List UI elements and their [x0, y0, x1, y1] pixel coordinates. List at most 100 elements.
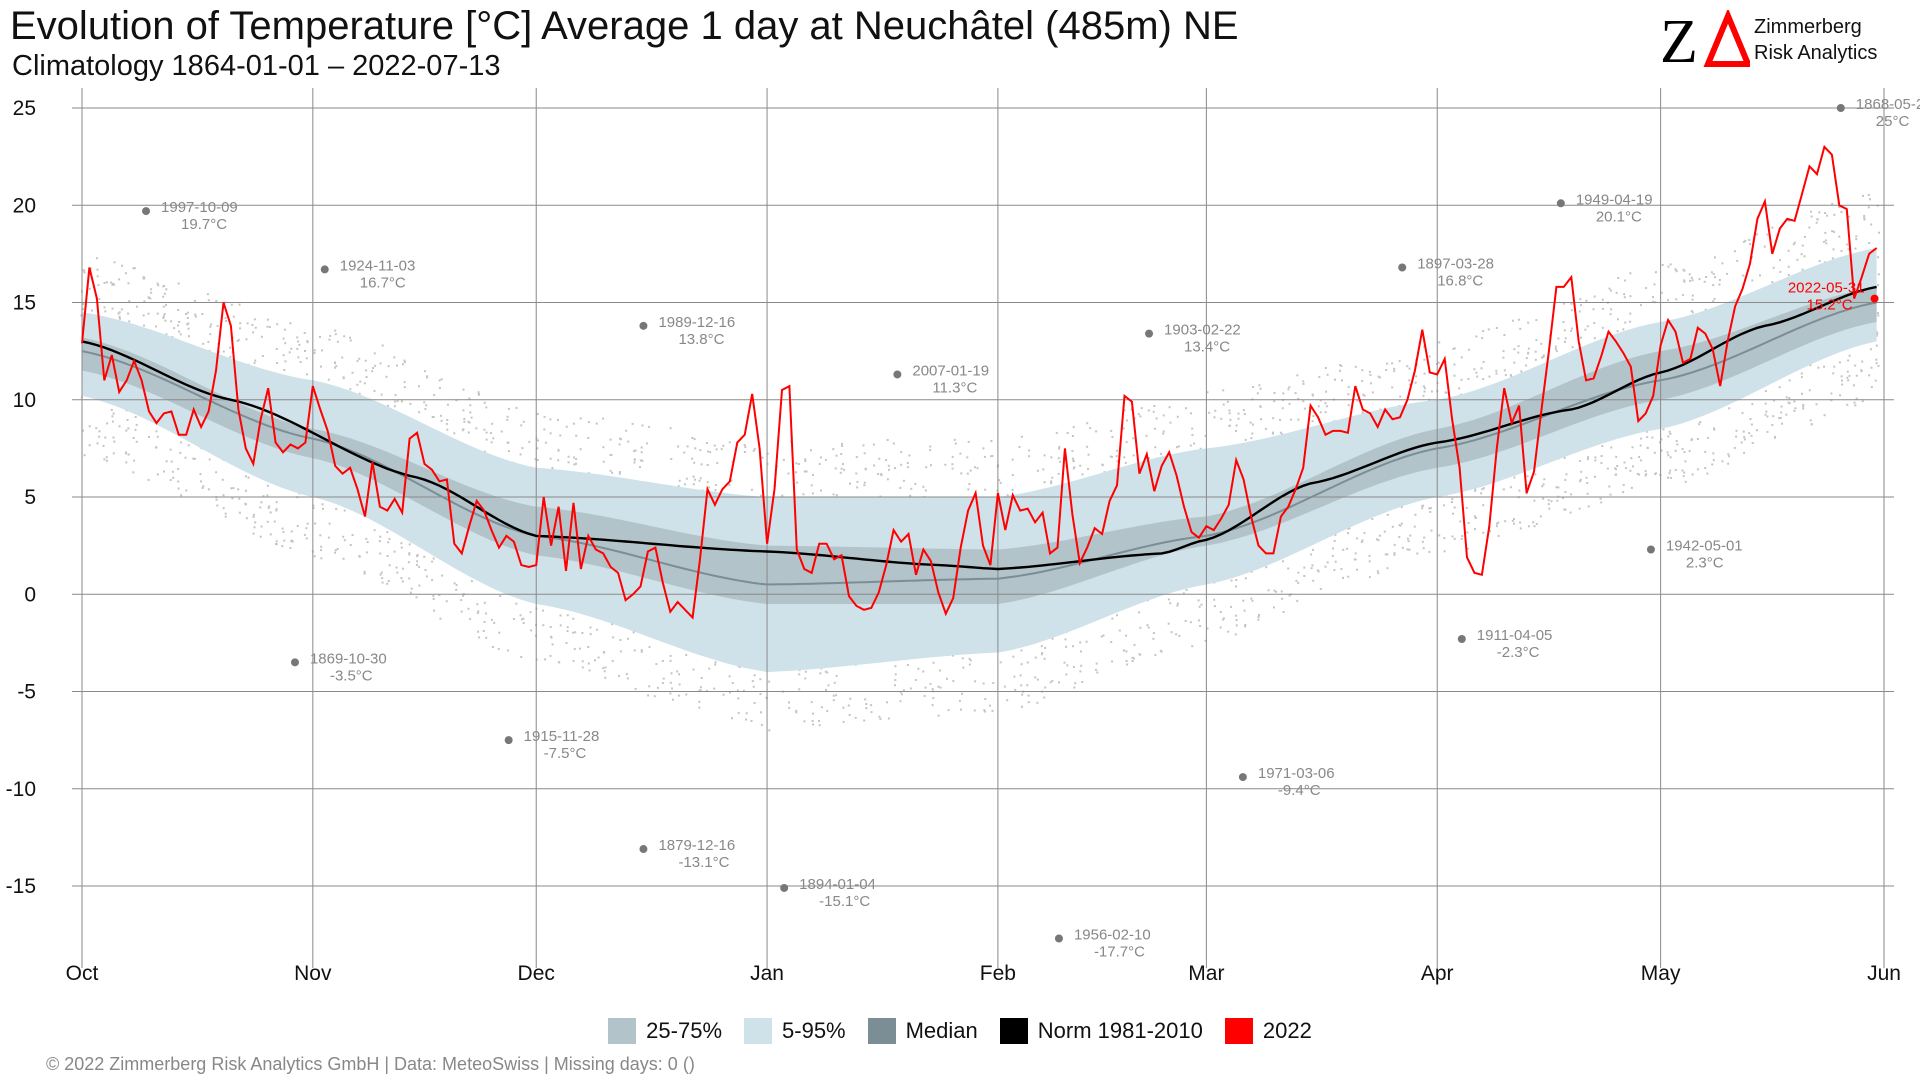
scatter-point: [1006, 494, 1009, 497]
scatter-point: [1339, 364, 1342, 367]
scatter-point: [1012, 655, 1015, 658]
scatter-point: [967, 488, 970, 491]
scatter-point: [1430, 529, 1433, 532]
scatter-point: [1755, 233, 1758, 236]
scatter-point: [678, 673, 681, 676]
scatter-point: [105, 281, 108, 284]
scatter-point: [163, 313, 166, 316]
scatter-point: [96, 268, 99, 271]
scatter-point: [135, 440, 138, 443]
scatter-point: [550, 635, 553, 638]
scatter-point: [1855, 235, 1858, 238]
scatter-point: [102, 445, 105, 447]
scatter-point: [1177, 445, 1180, 448]
scatter-point: [685, 477, 688, 480]
scatter-point: [1234, 633, 1237, 636]
scatter-point: [1862, 194, 1864, 197]
scatter-point: [1562, 321, 1565, 323]
record-date-label: 1942-05-01: [1666, 538, 1743, 555]
scatter-point: [120, 308, 123, 311]
scatter-point: [1610, 289, 1612, 292]
scatter-point: [110, 408, 113, 411]
scatter-point: [1393, 543, 1396, 546]
scatter-point: [1691, 298, 1694, 301]
scatter-point: [1495, 372, 1498, 375]
scatter-point: [342, 535, 345, 538]
scatter-point: [1391, 362, 1394, 365]
scatter-point: [1875, 362, 1878, 365]
scatter-point: [1072, 457, 1074, 460]
scatter-point: [587, 437, 590, 439]
scatter-point: [1787, 249, 1790, 252]
scatter-point: [1788, 402, 1791, 405]
scatter-point: [1110, 641, 1113, 643]
scatter-point: [1532, 521, 1535, 524]
scatter-point: [892, 442, 895, 445]
scatter-point: [863, 481, 866, 484]
scatter-point: [446, 403, 449, 406]
scatter-point: [388, 564, 391, 567]
scatter-point: [1476, 375, 1479, 378]
scatter-point: [640, 451, 643, 454]
scatter-point: [804, 670, 807, 673]
scatter-point: [1466, 547, 1469, 550]
legend-label: 5-95%: [782, 1018, 846, 1043]
scatter-point: [1534, 473, 1537, 476]
scatter-point: [1706, 472, 1709, 475]
scatter-point: [653, 695, 656, 698]
scatter-point: [886, 478, 889, 481]
scatter-point: [954, 442, 957, 445]
scatter-point: [752, 449, 755, 452]
scatter-point: [1229, 418, 1232, 421]
scatter-point: [193, 457, 196, 460]
scatter-point: [1787, 265, 1790, 268]
scatter-point: [1147, 409, 1150, 412]
scatter-point: [1778, 386, 1781, 389]
scatter-point: [1504, 520, 1507, 523]
scatter-point: [127, 427, 130, 430]
scatter-point: [334, 549, 337, 552]
scatter-point: [1222, 618, 1225, 621]
scatter-point: [1870, 366, 1873, 369]
scatter-point: [305, 537, 308, 540]
scatter-point: [843, 468, 846, 471]
scatter-point: [1660, 449, 1663, 452]
scatter-point: [284, 342, 287, 345]
scatter-point: [842, 463, 844, 466]
scatter-point: [572, 617, 575, 620]
scatter-point: [1391, 386, 1394, 389]
chart-title: Evolution of Temperature [°C] Average 1 …: [10, 4, 1239, 48]
scatter-point: [1339, 369, 1341, 372]
scatter-point: [1704, 450, 1707, 453]
scatter-point: [1504, 374, 1507, 377]
scatter-point: [1123, 456, 1126, 459]
scatter-point: [460, 610, 463, 613]
scatter-point: [1847, 359, 1850, 362]
scatter-point: [1451, 498, 1454, 500]
scatter-point: [1467, 378, 1470, 380]
scatter-point: [1802, 404, 1805, 406]
scatter-point: [1785, 413, 1788, 416]
scatter-point: [648, 685, 651, 688]
record-date-label: 1879-12-16: [658, 837, 735, 854]
scatter-point: [253, 526, 256, 529]
scatter-point: [824, 670, 827, 673]
scatter-point: [1870, 223, 1873, 226]
scatter-point: [483, 450, 486, 453]
scatter-point: [1810, 215, 1813, 218]
scatter-point: [1257, 616, 1260, 618]
scatter-point: [1609, 313, 1612, 316]
scatter-point: [1273, 589, 1276, 592]
scatter-point: [1658, 441, 1661, 444]
scatter-point: [856, 486, 859, 489]
scatter-point: [760, 724, 763, 727]
scatter-point: [1526, 484, 1529, 487]
scatter-point: [1465, 507, 1468, 509]
scatter-point: [1050, 456, 1053, 459]
scatter-point: [373, 529, 376, 532]
scatter-point: [1139, 626, 1142, 629]
scatter-point: [565, 642, 568, 644]
scatter-point: [865, 707, 868, 710]
scatter-point: [254, 521, 257, 524]
record-value-label: -13.1°C: [678, 854, 729, 871]
